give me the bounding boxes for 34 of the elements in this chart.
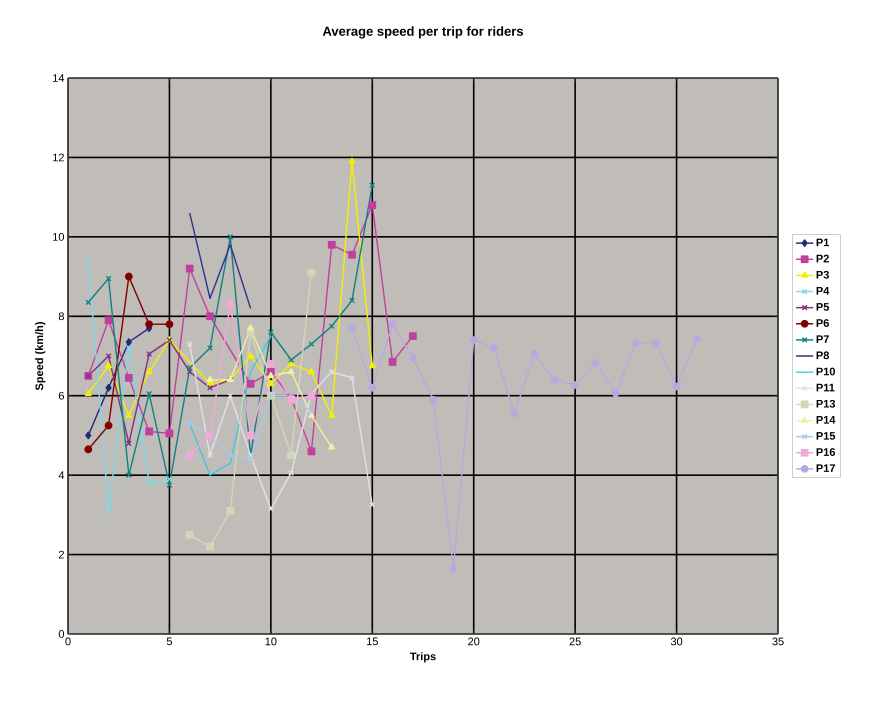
x-tick-label: 15 (367, 638, 378, 646)
y-axis-title: Speed (km/h) (35, 322, 46, 390)
x-tick-label: 25 (570, 638, 581, 646)
y-tick-label: 4 (58, 471, 64, 479)
legend-label: P17 (816, 464, 835, 472)
y-tick-label: 2 (58, 550, 64, 558)
legend-label: P10 (816, 368, 835, 376)
legend-label: P15 (816, 432, 836, 440)
x-tick-label: 10 (266, 638, 277, 646)
legend-label: P14 (816, 416, 836, 424)
legend-label: P5 (816, 303, 830, 311)
legend-label: P2 (816, 254, 829, 262)
x-tick-label: 20 (468, 638, 480, 646)
x-tick-label: 5 (166, 638, 172, 646)
legend-label: P11 (816, 384, 835, 392)
x-tick-label: 35 (772, 638, 784, 646)
legend-label: P6 (816, 319, 829, 327)
y-tick-label: 0 (58, 630, 64, 638)
x-tick-label: 30 (670, 638, 682, 646)
x-tick-label: 0 (65, 638, 71, 646)
legend-label: P16 (816, 448, 836, 456)
y-tick-label: 14 (53, 74, 64, 82)
legend-label: P1 (816, 238, 830, 246)
y-tick-label: 12 (53, 154, 64, 162)
legend-label: P8 (816, 351, 829, 360)
chart-title: Average speed per trip for riders (322, 26, 523, 38)
y-tick-label: 8 (58, 312, 64, 320)
legend-label: P13 (816, 400, 836, 408)
legend-label: P3 (816, 270, 829, 279)
legend-label: P4 (816, 287, 830, 295)
x-axis-title: Trips (410, 652, 436, 662)
legend-label: P7 (816, 335, 829, 343)
y-tick-label: 6 (58, 392, 64, 400)
y-tick-label: 10 (53, 232, 64, 241)
